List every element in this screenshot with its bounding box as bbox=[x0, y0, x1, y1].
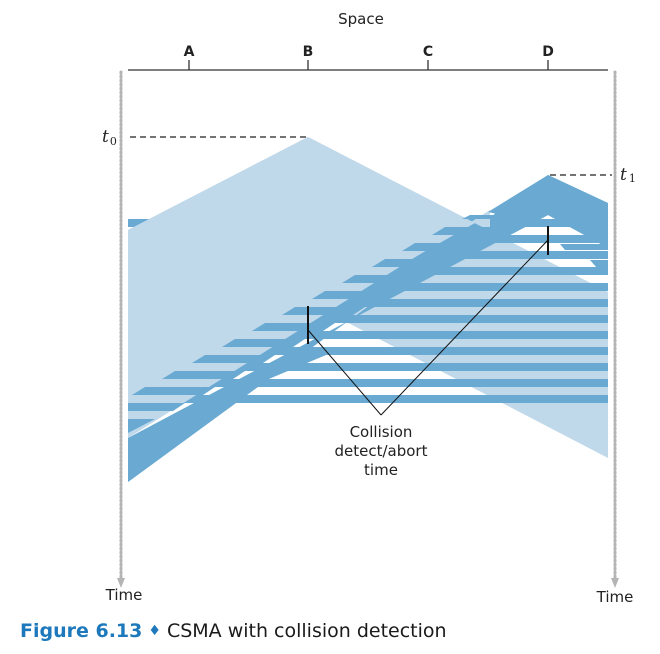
annotation-line-1: Collision bbox=[350, 423, 413, 441]
stripe-3 bbox=[132, 387, 215, 395]
caption-diamond-icon: ♦ bbox=[148, 623, 161, 639]
annotation-pointer-d bbox=[380, 239, 549, 416]
stripe-12 bbox=[402, 243, 485, 251]
annotation-pointer-b bbox=[307, 329, 382, 416]
annotation-line-2: detect/abort bbox=[335, 442, 428, 460]
figure-number: Figure 6.13 bbox=[20, 620, 143, 642]
stripe-10 bbox=[342, 275, 425, 283]
node-b-label: B bbox=[303, 44, 314, 60]
signal-d-apex bbox=[488, 175, 608, 248]
figure-caption: Figure 6.13 ♦ CSMA with collision detectio… bbox=[20, 620, 447, 642]
time-axis-right-arrow bbox=[611, 578, 619, 588]
stripe-4 bbox=[162, 371, 245, 379]
stripe-8 bbox=[282, 307, 365, 315]
space-axis-title: Space bbox=[338, 10, 384, 28]
stripe-6 bbox=[222, 339, 305, 347]
time-label-right: Time bbox=[596, 588, 634, 606]
stripe-2 bbox=[128, 419, 155, 433]
time-label-left: Time bbox=[105, 586, 143, 604]
node-c-label: C bbox=[423, 44, 433, 60]
t0-label: t0 bbox=[102, 127, 117, 148]
stripe-9 bbox=[312, 291, 395, 299]
node-a-label: A bbox=[184, 44, 195, 60]
figure-caption-text: CSMA with collision detection bbox=[166, 620, 447, 642]
stripe-11 bbox=[372, 259, 455, 267]
time-axis-left-arrow bbox=[117, 578, 125, 588]
stripe-13 bbox=[432, 227, 515, 235]
stripe-5 bbox=[192, 355, 275, 363]
light-above-band bbox=[128, 137, 475, 420]
stripe-1 bbox=[128, 403, 185, 411]
annotation-line-3: time bbox=[364, 461, 398, 479]
stripe-16 bbox=[590, 260, 608, 268]
node-d-label: D bbox=[542, 44, 554, 60]
stripe-7 bbox=[252, 323, 335, 331]
stripe-15 bbox=[560, 244, 608, 250]
